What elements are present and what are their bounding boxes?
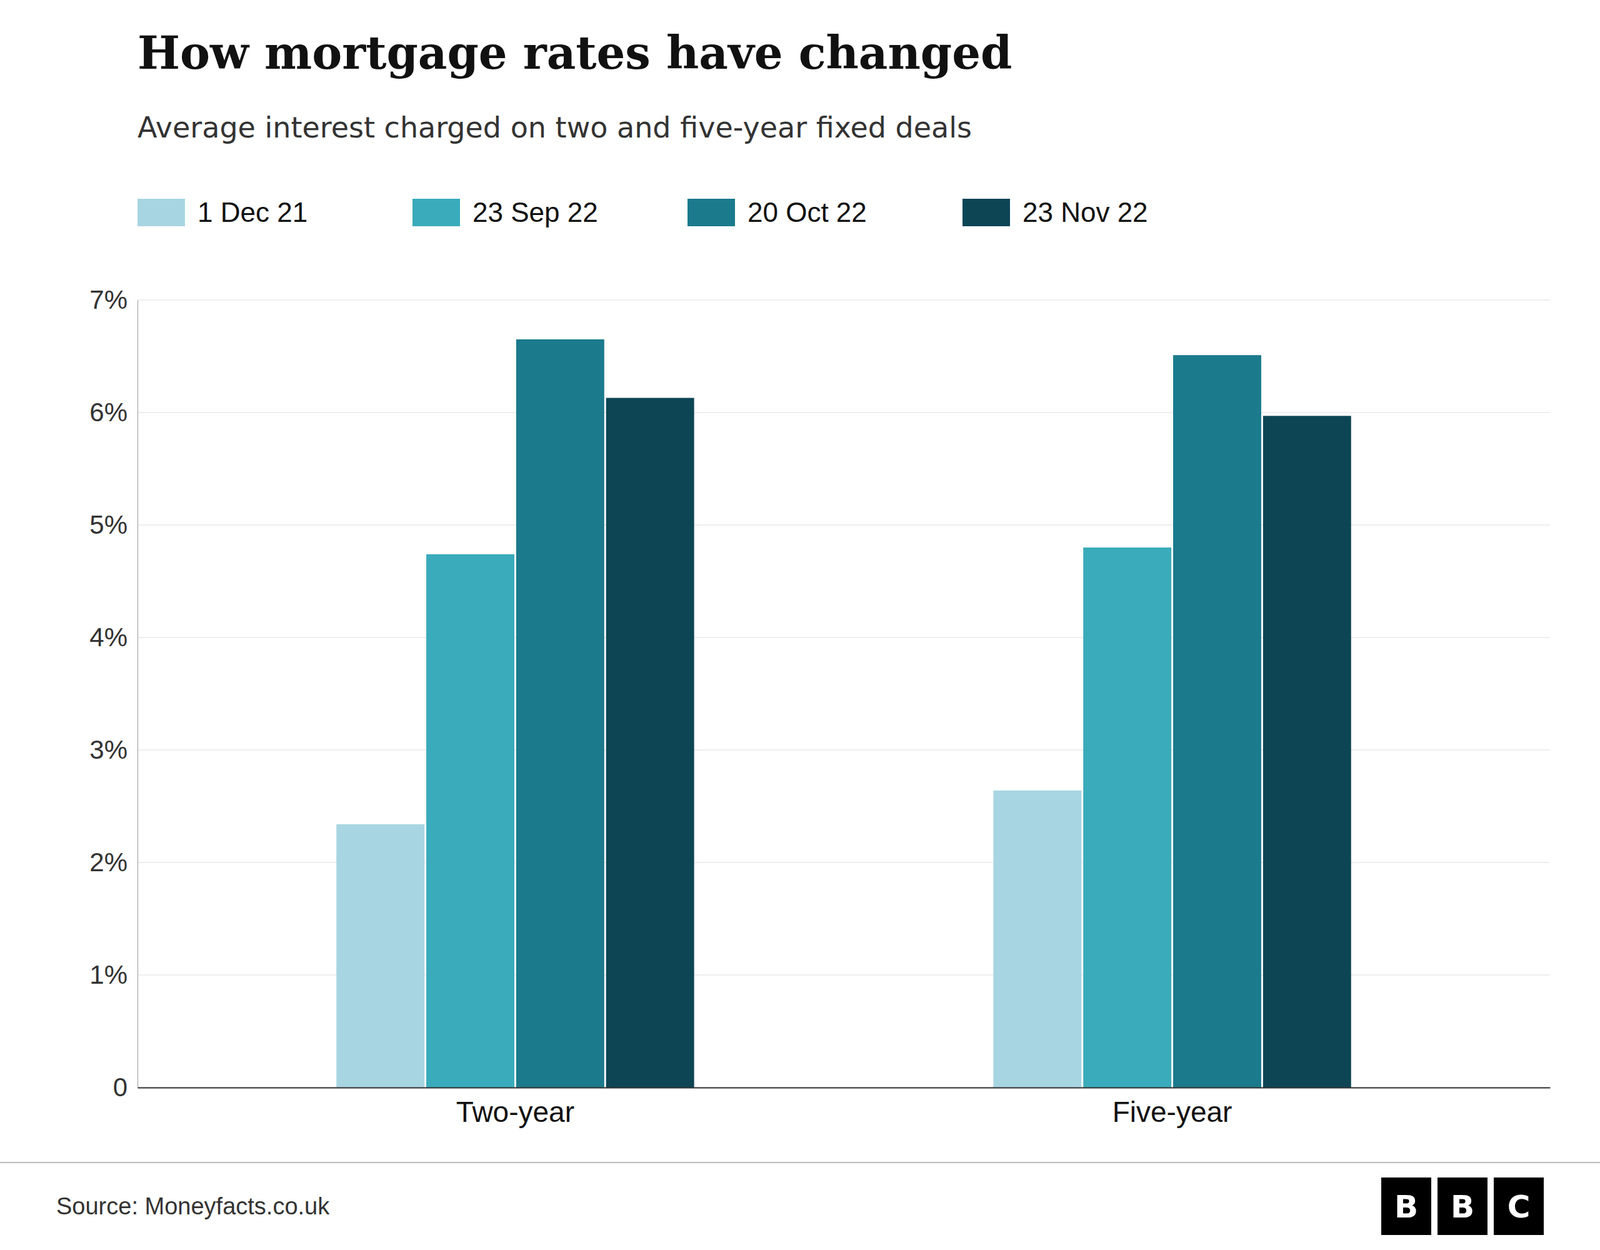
x-tick-label: Five-year (1112, 1095, 1233, 1129)
y-tick-label: 3% (89, 735, 128, 765)
y-tick-label: 2% (89, 847, 128, 877)
logo-letter: B (1450, 1188, 1475, 1225)
legend-swatch (962, 198, 1010, 227)
x-tick: Two-year (456, 1095, 575, 1129)
y-tick: 5% (89, 510, 138, 540)
legend-item: 23 Sep 22 (412, 196, 599, 228)
bar (426, 554, 515, 1088)
logo-letter: C (1507, 1188, 1531, 1225)
legend-item: 1 Dec 21 (137, 196, 308, 228)
bar (336, 824, 425, 1088)
legend-swatch (412, 198, 460, 227)
y-axis: 0 1% 2% 3% 4% 5% 6% 7% (89, 285, 138, 1102)
bar-series (606, 398, 1352, 1088)
legend-label: 23 Sep 22 (472, 196, 599, 228)
y-tick: 3% (89, 735, 138, 765)
y-tick: 7% (89, 285, 138, 315)
bar-series (516, 339, 1262, 1088)
legend-swatch (687, 198, 735, 227)
x-tick-label: Two-year (456, 1095, 575, 1129)
y-tick-label: 4% (89, 622, 128, 652)
chart: How mortgage rates have changed Average i… (0, 0, 1600, 1250)
legend: 1 Dec 21 23 Sep 22 20 Oct 22 23 Nov 22 (137, 196, 1149, 228)
bar (1083, 547, 1172, 1088)
bar (516, 339, 605, 1088)
bar (993, 790, 1082, 1088)
grid-line (137, 412, 1550, 414)
grid (137, 300, 1550, 1088)
y-tick: 0 (113, 1072, 138, 1102)
logo-box (1381, 1177, 1432, 1235)
legend-label: 20 Oct 22 (747, 196, 867, 228)
x-tick: Five-year (1112, 1095, 1233, 1129)
source: Source: Moneyfacts.co.uk (56, 1193, 330, 1220)
bar (1263, 415, 1352, 1088)
logo-box (1437, 1177, 1488, 1235)
separator (0, 1161, 1600, 1164)
y-tick-label: 1% (89, 960, 128, 990)
y-tick: 6% (89, 397, 138, 427)
grid-line (137, 300, 1550, 301)
x-axis: Two-year Five-year (138, 1088, 1551, 1129)
y-tick-label: 5% (89, 510, 128, 540)
legend-swatch (137, 198, 185, 227)
logo: BBC (1381, 1177, 1544, 1235)
y-tick: 1% (89, 960, 138, 990)
y-axis-line (137, 300, 139, 1089)
legend-label: 1 Dec 21 (197, 196, 308, 228)
bar (606, 398, 695, 1088)
title: How mortgage rates have changed (137, 26, 1012, 80)
x-axis-line (138, 1087, 1551, 1089)
y-tick: 2% (89, 847, 138, 877)
logo-box (1493, 1177, 1544, 1235)
legend-item: 20 Oct 22 (687, 196, 867, 228)
bar (1173, 355, 1262, 1088)
grid-line (137, 1087, 1550, 1089)
y-tick-label: 0 (113, 1072, 128, 1102)
logo-letter: B (1394, 1188, 1419, 1225)
y-tick-label: 7% (89, 285, 128, 315)
legend-label: 23 Nov 22 (1022, 196, 1149, 228)
y-tick-label: 6% (89, 397, 128, 427)
legend-item: 23 Nov 22 (962, 196, 1149, 228)
bars (336, 339, 1352, 1088)
subtitle: Average interest charged on two and five… (137, 110, 972, 145)
y-tick: 4% (89, 622, 138, 652)
